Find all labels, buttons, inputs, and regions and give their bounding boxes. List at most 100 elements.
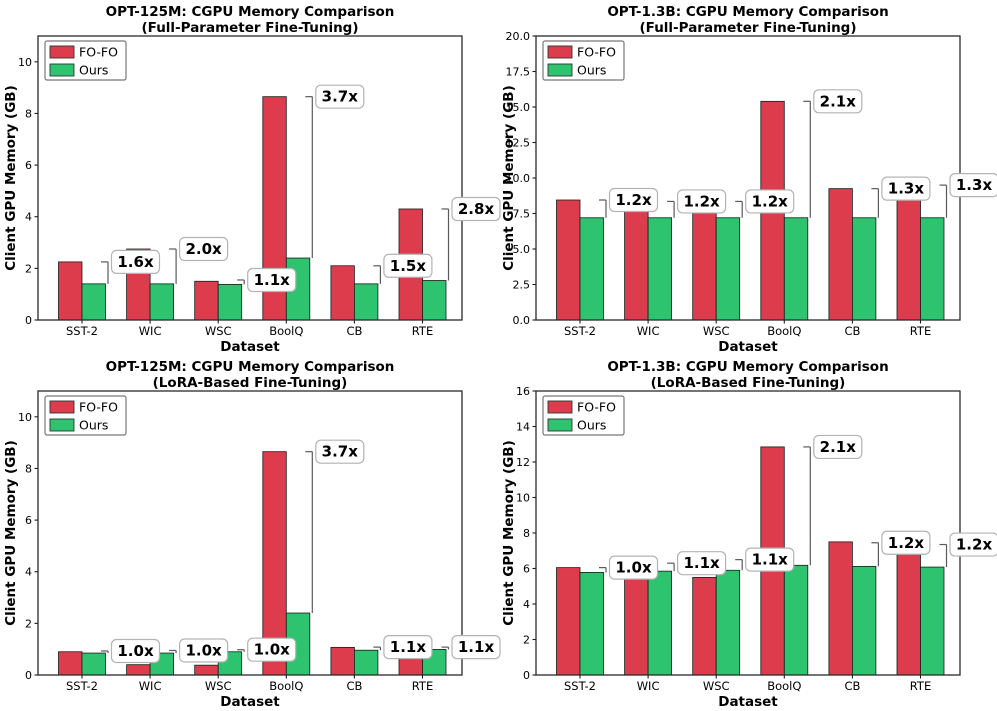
- bar-ours-wsc: [715, 217, 741, 321]
- y-tick-label: 5.0: [513, 243, 531, 256]
- legend-swatch-ours: [49, 63, 75, 77]
- x-tick-label: WSC: [703, 324, 730, 338]
- legend-swatch-ours: [547, 418, 573, 432]
- bar-fo-fo-sst-2: [58, 651, 83, 676]
- bar-ours-boolq: [783, 217, 809, 321]
- x-tick-label: BoolQ: [269, 324, 303, 338]
- legend: FO-FO Ours: [542, 40, 625, 81]
- ratio-label-rte: 1.1x: [458, 638, 495, 656]
- y-tick-label: 12.5: [506, 137, 531, 150]
- bar-fo-fo-wic: [126, 664, 151, 676]
- x-tick-label: WIC: [637, 324, 660, 338]
- x-tick-label: BoolQ: [767, 679, 801, 693]
- ratio-callout-box: [383, 635, 433, 660]
- bar-fo-fo-cb: [330, 265, 355, 321]
- bar-fo-fo-wic: [624, 578, 649, 676]
- y-tick-label: 8: [25, 107, 32, 120]
- ratio-label-cb: 1.5x: [390, 257, 427, 275]
- bar-fo-fo-wic: [624, 210, 649, 321]
- bar-fo-fo-cb: [828, 541, 853, 676]
- bar-fo-fo-wsc: [194, 280, 219, 321]
- chart-opt1.3b-full-parameter: OPT-1.3B: CGPU Memory Comparison (Full-Pa…: [498, 0, 997, 356]
- chart-title: OPT-125M: CGPU Memory Comparison: [106, 4, 395, 20]
- y-tick-label: 6: [523, 563, 530, 576]
- ratio-label-sst-2: 1.6x: [117, 253, 154, 271]
- ratio-callout-box: [813, 434, 863, 460]
- legend-swatch-ours: [547, 63, 573, 77]
- y-tick-label: 4: [25, 211, 32, 224]
- bar-ours-wic: [647, 217, 673, 321]
- x-tick-label: RTE: [910, 324, 931, 338]
- x-tick-label: WSC: [205, 679, 232, 693]
- x-tick-label: CB: [844, 324, 860, 338]
- legend-swatch-fo-fo: [49, 45, 75, 59]
- bar-fo-fo-rte: [896, 199, 921, 321]
- legend-swatch-fo-fo: [547, 45, 573, 59]
- chart-opt1.3b-lora: OPT-1.3B: CGPU Memory Comparison (LoRA-Ba…: [498, 355, 997, 711]
- bar-ours-sst-2: [81, 283, 106, 321]
- x-axis-label: Dataset: [220, 694, 280, 710]
- bar-ours-rte: [920, 566, 945, 676]
- ratio-label-sst-2: 1.2x: [615, 191, 652, 209]
- x-tick-label: RTE: [412, 324, 433, 338]
- x-tick-label: WIC: [139, 679, 162, 693]
- x-axis-label: Dataset: [718, 694, 778, 710]
- y-tick-label: 0.0: [513, 314, 531, 327]
- y-tick-label: 0: [25, 669, 32, 682]
- legend-label-fo-fo: FO-FO: [577, 45, 616, 60]
- x-tick-label: RTE: [412, 679, 433, 693]
- legend-label-ours: Ours: [79, 418, 108, 433]
- x-tick-label: RTE: [910, 679, 931, 693]
- ratio-label-wic: 1.2x: [683, 192, 720, 210]
- plot-border: [37, 35, 463, 321]
- bar-fo-fo-wsc: [692, 576, 717, 676]
- bar-ours-wsc: [217, 283, 243, 321]
- y-tick-label: 20.0: [506, 30, 531, 43]
- x-tick-label: SST-2: [564, 679, 596, 693]
- ratio-callout-box: [881, 530, 931, 555]
- ratio-callout-box: [110, 249, 161, 275]
- x-tick-label: WIC: [139, 324, 162, 338]
- y-tick-label: 10: [18, 56, 32, 69]
- bar-ours-cb: [353, 283, 379, 321]
- y-axis-label: Client GPU Memory (GB): [3, 440, 19, 626]
- legend: FO-FO Ours: [542, 395, 625, 436]
- legend-label-ours: Ours: [79, 63, 108, 78]
- ratio-callout-box: [745, 189, 795, 214]
- y-axis-label: Client GPU Memory (GB): [3, 85, 19, 271]
- y-tick-label: 8: [523, 527, 530, 540]
- legend-label-ours: Ours: [577, 418, 606, 433]
- legend-swatch-ours: [49, 418, 75, 432]
- ratio-callout-box: [608, 555, 659, 580]
- y-tick-label: 2: [25, 617, 32, 630]
- bar-ours-rte: [920, 217, 945, 321]
- y-tick-label: 7.5: [513, 208, 531, 221]
- ratio-label-wsc: 1.2x: [752, 192, 789, 210]
- ratio-callout-box: [179, 638, 229, 663]
- ratio-label-wsc: 1.1x: [254, 271, 291, 289]
- chart-subtitle: (Full-Parameter Fine-Tuning): [141, 20, 358, 36]
- bar-ours-wic: [647, 570, 673, 676]
- ratio-label-boolq: 2.1x: [820, 438, 857, 456]
- ratio-label-wsc: 1.0x: [254, 641, 291, 659]
- bar-ours-cb: [851, 217, 877, 321]
- legend-label-fo-fo: FO-FO: [577, 400, 616, 415]
- chart-subtitle: (Full-Parameter Fine-Tuning): [639, 20, 856, 36]
- legend-label-fo-fo: FO-FO: [79, 45, 118, 60]
- x-tick-label: SST-2: [66, 324, 98, 338]
- legend-swatch-fo-fo: [547, 400, 573, 414]
- y-tick-label: 10.0: [506, 172, 531, 185]
- bar-ours-wsc: [715, 569, 741, 676]
- bar-ours-cb: [851, 565, 877, 676]
- ratio-label-cb: 1.3x: [888, 180, 925, 198]
- y-tick-label: 2.5: [513, 279, 531, 292]
- y-tick-label: 15.0: [506, 101, 531, 114]
- chart-title: OPT-1.3B: CGPU Memory Comparison: [607, 359, 888, 375]
- ratio-label-sst-2: 1.0x: [117, 642, 154, 660]
- ratio-label-boolq: 2.1x: [820, 92, 857, 110]
- ratio-label-rte: 2.8x: [458, 200, 495, 218]
- ratio-callout-box: [247, 637, 297, 662]
- ratio-callout-box: [881, 176, 931, 201]
- y-tick-label: 10: [516, 492, 530, 505]
- chart-svg: OPT-125M: CGPU Memory Comparison(Full-Pa…: [3, 4, 501, 355]
